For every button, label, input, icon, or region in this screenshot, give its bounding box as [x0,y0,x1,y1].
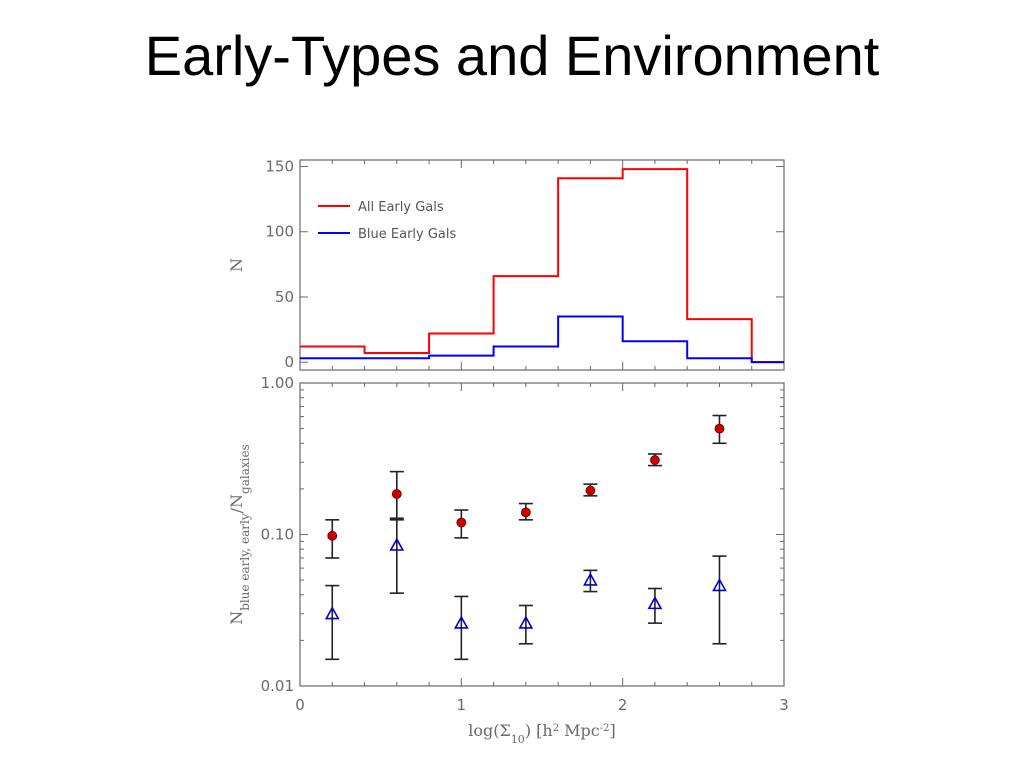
y-tick-label: 0 [284,353,294,371]
y-tick-label: 100 [265,223,294,241]
slide-title: Early-Types and Environment [144,24,880,87]
axis-label-part: ] [609,721,615,740]
data-point-red-circle [650,455,660,465]
data-point-blue-triangle [647,595,663,610]
x-axis-label: log(Σ10) [h2 Mpc-2] [468,721,615,746]
x-tick-label: 3 [779,696,789,714]
axis-label-part: galaxies [238,444,252,494]
data-point-blue-triangle [712,577,727,592]
histogram-series-blue-early [300,315,784,364]
axis-label-part: 10 [511,733,525,746]
bottom-plot-frame [299,382,785,687]
x-tick-label: 2 [618,696,628,714]
x-tick-label: 1 [457,696,467,714]
y-axis-label-top: N [227,258,246,272]
data-point-red-circle [520,507,531,518]
data-point-blue-triangle [583,572,598,586]
histogram-series-all-early [300,168,784,364]
y-tick-label: 150 [265,158,294,176]
axis-label-part: blue early, early [238,513,252,611]
data-point-blue-triangle [518,615,534,629]
top-panel-histogram: 0 50 100 150 N All Early Gals Blue Early Gals [227,158,785,371]
legend-label: All Early Gals [358,200,444,215]
y-tick-label: 0.10 [261,526,294,544]
axis-label-part: Mpc [559,721,600,740]
axis-label-part: ) [h [525,721,553,740]
top-plot-frame [299,159,785,371]
axis-label-part: -2 [600,723,610,734]
data-point-blue-triangle [389,537,405,551]
axis-label-part: 2 [553,723,559,734]
y-axis-label-bottom: Nblue early, early/Ngalaxies [227,444,252,625]
y-tick-label: 1.00 [261,374,294,392]
data-point-red-circle [585,485,596,496]
axis-label-part: N [227,611,246,625]
x-tick-label: 0 [295,696,305,714]
data-point-blue-triangle [324,606,340,620]
legend-label: Blue Early Gals [358,227,457,242]
data-point-red-circle [456,517,467,528]
data-point-red-circle [714,423,725,434]
data-point-blue-triangle [453,615,469,629]
axis-label-part: log(Σ [468,721,511,740]
y-tick-label: 0.01 [261,677,294,695]
data-point-red-circle [391,489,402,499]
axis-label-part: /N [227,494,246,513]
data-point-red-circle [327,530,338,541]
y-tick-label: 50 [275,288,294,306]
